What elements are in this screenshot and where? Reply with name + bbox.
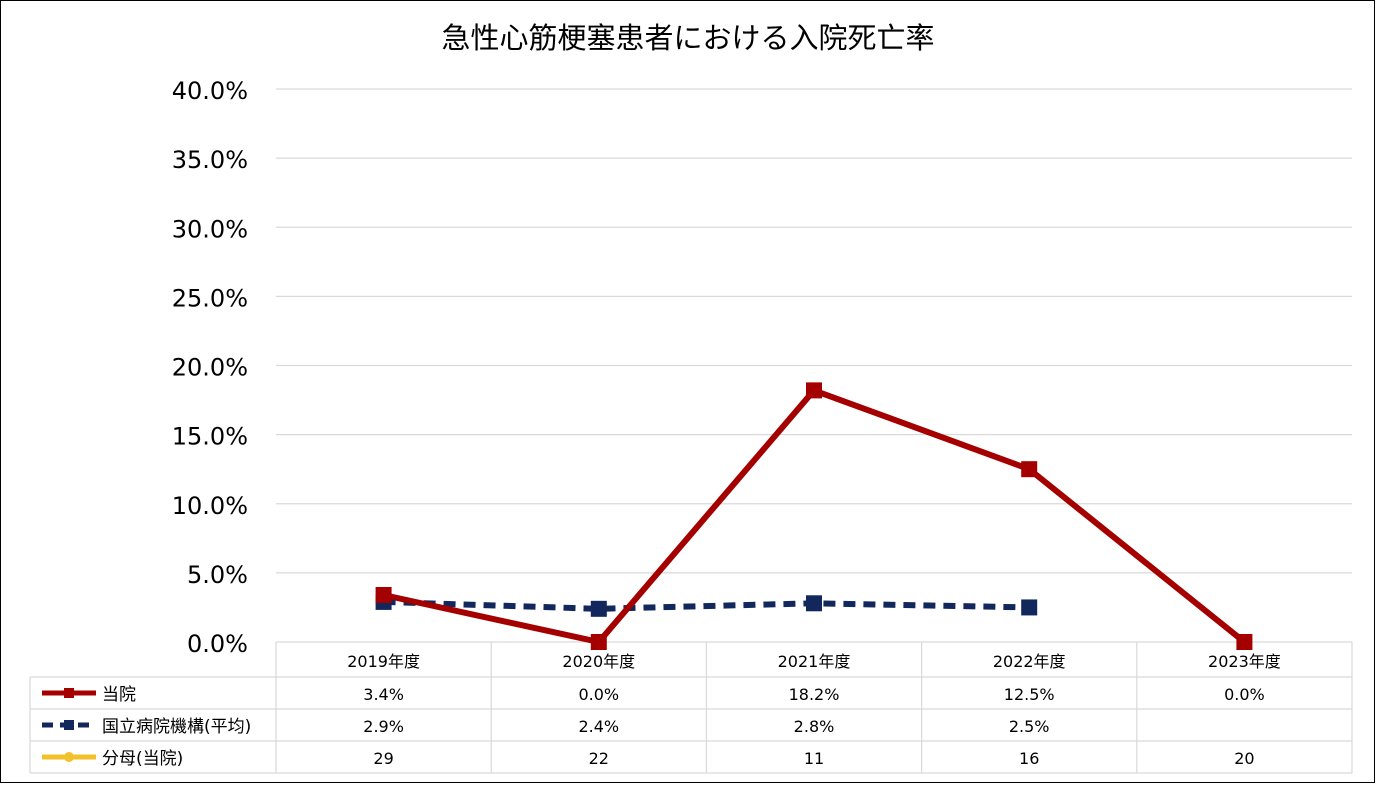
data-label: 3.4%	[363, 685, 404, 704]
x-category-label: 2022年度	[993, 652, 1066, 671]
data-point	[590, 634, 607, 650]
x-category-label: 2020年度	[562, 652, 635, 671]
data-label: 12.5%	[1004, 685, 1055, 704]
data-point	[806, 382, 822, 399]
data-label: 18.2%	[789, 685, 840, 704]
x-category-label: 2021年度	[778, 652, 851, 671]
data-label: 2.4%	[578, 717, 619, 736]
legend-key-marker	[64, 720, 74, 730]
data-label: 2.9%	[363, 717, 404, 736]
data-label: 11	[804, 749, 824, 768]
y-tick-label: 5.0%	[187, 561, 248, 589]
y-tick-label: 0.0%	[187, 630, 248, 658]
data-point	[590, 600, 607, 617]
y-tick-label: 20.0%	[172, 354, 248, 382]
legend-series-name: 分母(当院)	[102, 749, 183, 769]
y-axis-ticks: 0.0% 5.0% 10.0% 15.0% 20.0% 25.0% 30.0% 35.0% 40…	[172, 77, 248, 658]
data-point	[1021, 461, 1038, 478]
chart-title: 急性心筋梗塞患者における入院死亡率	[441, 21, 934, 55]
data-label: 2.8%	[794, 717, 835, 736]
data-label: 0.0%	[1224, 685, 1265, 704]
data-label: 0.0%	[578, 685, 619, 704]
legend-key-marker	[64, 752, 74, 762]
y-tick-label: 35.0%	[172, 146, 248, 174]
data-point	[1236, 634, 1253, 650]
data-label: 22	[589, 749, 609, 768]
data-label: 2.5%	[1009, 717, 1050, 736]
y-tick-label: 10.0%	[172, 492, 248, 520]
data-label: 20	[1234, 749, 1254, 768]
legend-key-marker	[64, 688, 74, 698]
data-label: 29	[373, 749, 393, 768]
data-point	[375, 586, 392, 603]
legend-series-name: 当院	[102, 685, 136, 705]
data-point	[1021, 599, 1038, 616]
data-label: 16	[1019, 749, 1039, 768]
y-tick-label: 40.0%	[172, 77, 248, 105]
data-point	[806, 595, 822, 612]
series-line	[383, 598, 1030, 612]
gridlines	[276, 88, 1352, 574]
series-markers	[375, 382, 1253, 650]
y-tick-label: 15.0%	[172, 423, 248, 451]
y-tick-label: 30.0%	[172, 215, 248, 243]
x-category-label: 2019年度	[347, 652, 420, 671]
y-tick-label: 25.0%	[172, 284, 248, 312]
x-category-label: 2023年度	[1208, 652, 1281, 671]
legend-series-name: 国立病院機構(平均)	[102, 717, 251, 737]
